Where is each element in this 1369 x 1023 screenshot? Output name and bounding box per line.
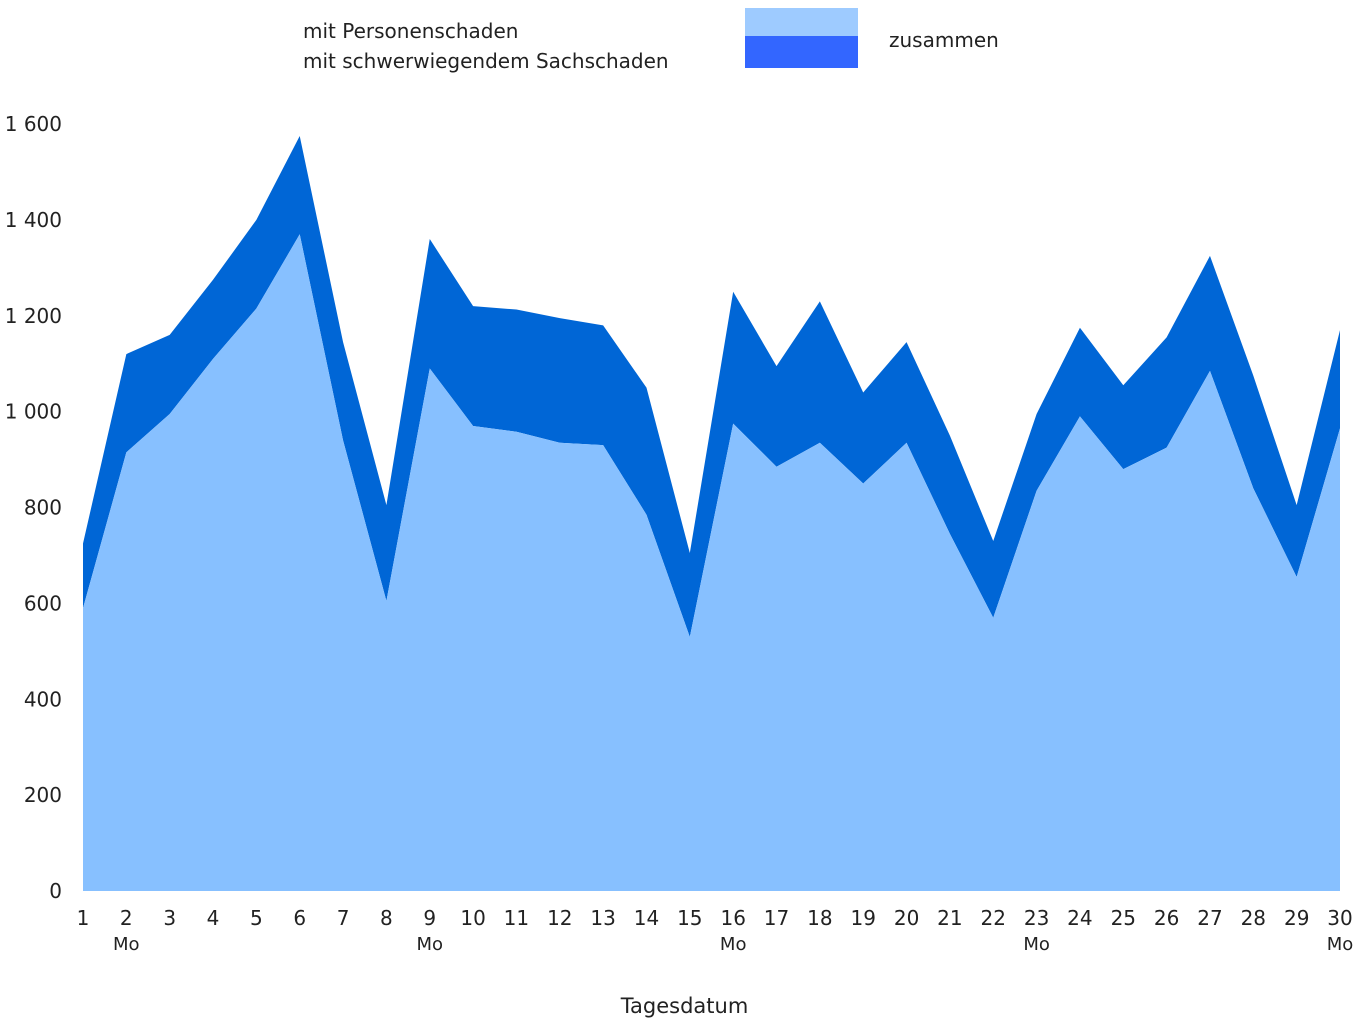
x-tick-label: 8 bbox=[380, 906, 393, 930]
legend-total-label: zusammen bbox=[889, 28, 999, 52]
x-tick-label: 11 bbox=[504, 906, 529, 930]
legend-swatch-sachschaden bbox=[745, 36, 858, 68]
weekday-label: Mo bbox=[720, 934, 747, 955]
x-tick-label: 15 bbox=[677, 906, 702, 930]
y-tick-label: 600 bbox=[24, 591, 62, 615]
x-tick-label: 25 bbox=[1111, 906, 1136, 930]
x-tick-label: 9 bbox=[423, 906, 436, 930]
x-tick-label: 17 bbox=[764, 906, 789, 930]
x-tick-label: 3 bbox=[163, 906, 176, 930]
x-tick-label: 5 bbox=[250, 906, 263, 930]
x-tick-label: 28 bbox=[1241, 906, 1266, 930]
x-tick-label: 26 bbox=[1154, 906, 1179, 930]
weekday-label: Mo bbox=[113, 934, 140, 955]
y-tick-label: 200 bbox=[24, 783, 62, 807]
x-tick-label: 29 bbox=[1284, 906, 1309, 930]
y-tick-label: 1 600 bbox=[5, 112, 62, 136]
x-tick-label: 30 bbox=[1327, 906, 1352, 930]
legend-entry-personenschaden: mit Personenschaden bbox=[303, 19, 519, 43]
x-tick-label: 2 bbox=[120, 906, 133, 930]
y-tick-label: 1 400 bbox=[5, 208, 62, 232]
x-tick-label: 19 bbox=[850, 906, 875, 930]
x-tick-label: 7 bbox=[337, 906, 350, 930]
y-tick-label: 400 bbox=[24, 687, 62, 711]
x-tick-label: 20 bbox=[894, 906, 919, 930]
x-tick-label: 14 bbox=[634, 906, 659, 930]
legend-entry-sachschaden: mit schwerwiegendem Sachschaden bbox=[303, 49, 669, 73]
y-tick-label: 800 bbox=[24, 496, 62, 520]
x-axis-title: Tagesdatum bbox=[620, 994, 749, 1018]
x-tick-label: 13 bbox=[590, 906, 615, 930]
x-tick-label: 18 bbox=[807, 906, 832, 930]
x-tick-label: 24 bbox=[1067, 906, 1092, 930]
x-tick-label: 21 bbox=[937, 906, 962, 930]
x-tick-label: 4 bbox=[207, 906, 220, 930]
x-tick-label: 10 bbox=[460, 906, 485, 930]
legend-swatch-personenschaden bbox=[745, 8, 858, 36]
legend: mit Personenschaden mit schwerwiegendem … bbox=[303, 16, 669, 76]
x-tick-label: 6 bbox=[293, 906, 306, 930]
y-tick-label: 1 000 bbox=[5, 400, 62, 424]
x-tick-label: 12 bbox=[547, 906, 572, 930]
y-tick-label: 0 bbox=[49, 879, 62, 903]
x-tick-label: 16 bbox=[720, 906, 745, 930]
weekday-label: Mo bbox=[1327, 934, 1354, 955]
series-area-personenschaden bbox=[83, 234, 1340, 891]
series-area-sachschaden bbox=[83, 135, 1340, 637]
weekday-label: Mo bbox=[417, 934, 444, 955]
weekday-label: Mo bbox=[1023, 934, 1050, 955]
x-tick-label: 27 bbox=[1197, 906, 1222, 930]
x-tick-label: 23 bbox=[1024, 906, 1049, 930]
x-tick-label: 22 bbox=[980, 906, 1005, 930]
x-tick-label: 1 bbox=[77, 906, 90, 930]
y-tick-label: 1 200 bbox=[5, 304, 62, 328]
